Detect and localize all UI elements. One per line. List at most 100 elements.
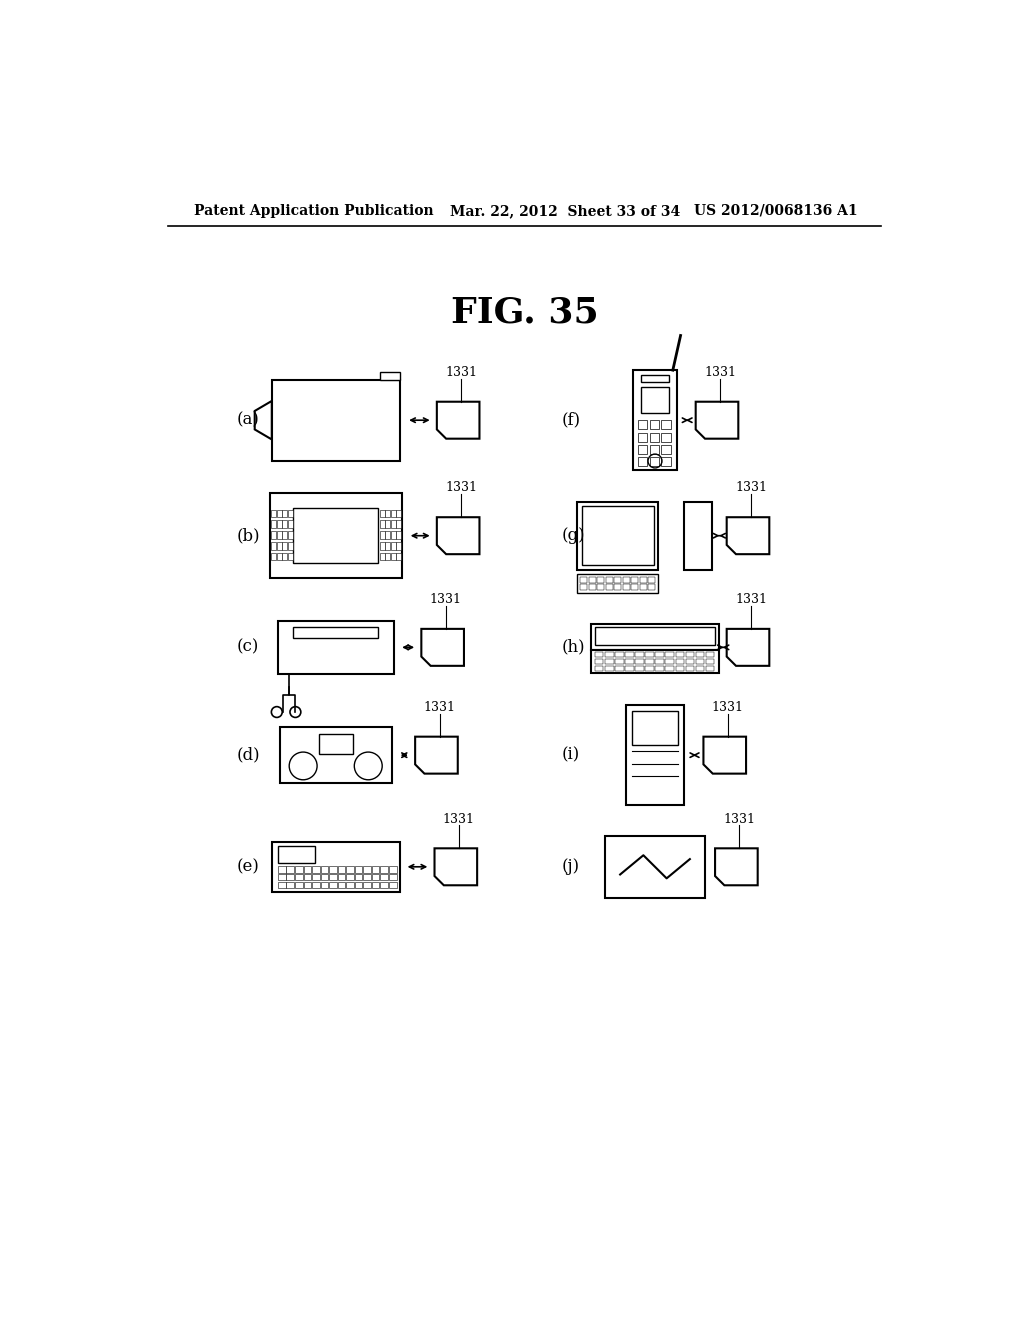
Bar — [346, 866, 354, 873]
Text: 1331: 1331 — [724, 813, 756, 825]
Polygon shape — [727, 628, 769, 665]
Bar — [271, 520, 276, 528]
Bar — [380, 874, 388, 880]
Bar — [276, 543, 282, 549]
Bar — [380, 531, 385, 539]
Bar — [635, 659, 644, 664]
Polygon shape — [703, 737, 746, 774]
Text: 1331: 1331 — [445, 482, 477, 495]
Bar — [283, 543, 288, 549]
Bar — [595, 659, 603, 664]
Bar — [380, 882, 388, 888]
Text: 1331: 1331 — [443, 813, 475, 825]
Bar — [706, 659, 715, 664]
Bar — [295, 874, 303, 880]
Bar — [640, 577, 647, 582]
Text: (d): (d) — [237, 747, 260, 764]
Bar — [578, 574, 658, 593]
Bar — [595, 652, 603, 657]
Bar — [271, 531, 276, 539]
Bar — [597, 585, 604, 590]
Bar — [645, 652, 654, 657]
Text: US 2012/0068136 A1: US 2012/0068136 A1 — [693, 203, 857, 218]
Bar — [591, 649, 719, 673]
Polygon shape — [715, 849, 758, 886]
Bar — [595, 627, 715, 645]
Bar — [684, 502, 712, 570]
Bar — [380, 510, 385, 517]
Bar — [293, 627, 378, 638]
Text: (b): (b) — [237, 527, 260, 544]
Bar — [635, 652, 644, 657]
Bar — [605, 665, 613, 671]
Bar — [695, 659, 705, 664]
Bar — [391, 543, 395, 549]
Bar — [632, 711, 678, 744]
Text: FIG. 35: FIG. 35 — [451, 296, 599, 330]
Bar — [270, 494, 401, 578]
Bar — [295, 882, 303, 888]
Bar — [346, 874, 354, 880]
Bar — [396, 510, 401, 517]
Bar — [276, 553, 282, 561]
Bar — [283, 520, 288, 528]
Bar — [303, 866, 311, 873]
Bar — [372, 882, 380, 888]
Bar — [686, 659, 694, 664]
Bar — [597, 577, 604, 582]
Bar — [626, 659, 634, 664]
Bar — [649, 420, 658, 429]
Bar — [271, 842, 399, 892]
Bar — [391, 553, 395, 561]
Bar — [662, 445, 671, 454]
Bar — [329, 874, 337, 880]
Bar — [372, 874, 380, 880]
Bar — [633, 370, 678, 470]
Bar — [346, 882, 354, 888]
Bar — [649, 445, 658, 454]
Bar — [321, 882, 329, 888]
Text: Patent Application Publication: Patent Application Publication — [194, 203, 433, 218]
Bar — [662, 433, 671, 442]
Bar — [655, 665, 664, 671]
Bar — [288, 510, 293, 517]
Bar — [396, 543, 401, 549]
Bar — [312, 874, 319, 880]
Bar — [354, 882, 362, 888]
Bar — [589, 585, 596, 590]
Bar — [641, 387, 669, 413]
Bar — [385, 553, 390, 561]
Bar — [706, 652, 715, 657]
Bar — [648, 577, 655, 582]
Bar — [321, 866, 329, 873]
Bar — [276, 531, 282, 539]
Bar — [638, 433, 647, 442]
Bar — [614, 585, 622, 590]
Bar — [582, 507, 654, 565]
Polygon shape — [695, 401, 738, 438]
Text: (c): (c) — [237, 639, 259, 656]
Bar — [655, 652, 664, 657]
Bar — [271, 510, 276, 517]
Bar — [380, 520, 385, 528]
Bar — [280, 727, 392, 783]
Text: (j): (j) — [562, 858, 581, 875]
Bar — [372, 866, 380, 873]
Bar — [615, 665, 624, 671]
Polygon shape — [434, 849, 477, 886]
Bar — [283, 553, 288, 561]
Bar — [396, 520, 401, 528]
Bar — [638, 445, 647, 454]
Bar — [638, 457, 647, 466]
Bar — [614, 577, 622, 582]
Bar — [695, 652, 705, 657]
Bar — [293, 508, 378, 564]
Polygon shape — [437, 401, 479, 438]
Bar — [271, 553, 276, 561]
Bar — [271, 380, 399, 461]
Bar — [623, 585, 630, 590]
Bar — [676, 659, 684, 664]
Bar — [288, 520, 293, 528]
Bar — [321, 874, 329, 880]
Bar — [354, 874, 362, 880]
